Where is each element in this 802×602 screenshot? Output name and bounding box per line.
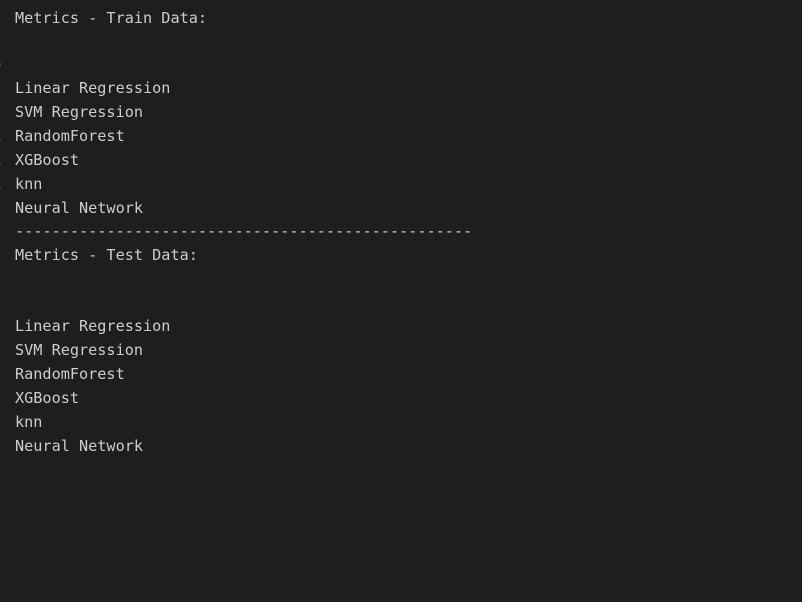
train-row-knn: knn 0.995917 0.048730 2.529607 0.646017 … — [0, 172, 42, 196]
test-row-linear-regression: Linear Regression 0.818068 2.255404 0.07… — [0, 314, 170, 338]
output-panel: { "train": { "title": "Metrics - Train D… — [0, 9, 473, 458]
row-label: RandomForest — [15, 127, 125, 145]
test-row-knn: knn 0.993137 0.085085 1.982435 1.152556 … — [0, 410, 42, 434]
cell-jb-p-value: 1.518686e-01 — [0, 124, 1, 148]
row-label: Neural Network — [15, 437, 144, 455]
test-row-randomforest: RandomForest 0.991747 0.102311 1.834557 … — [0, 362, 125, 386]
header-jb-p-value: JB P-value — [0, 52, 1, 76]
test-row-svm-regression: SVM Regression 0.878717 1.503541 0.11920… — [0, 338, 143, 362]
row-label: knn — [15, 175, 43, 193]
cell-jb-p-value: 8.724494e-12 — [0, 100, 1, 124]
train-row-linear-regression: Linear Regression 0.833674 1.985063 0.05… — [0, 76, 170, 100]
cell-jb-p-value: 7.239679e-01 — [0, 172, 1, 196]
cell-jb-p-value: 2.539075e-03 — [0, 196, 1, 220]
train-row-svm-regression: SVM Regression 0.902665 1.161667 0.10231… — [0, 100, 143, 124]
row-label: knn — [15, 413, 43, 431]
row-label: Linear Regression — [15, 79, 171, 97]
row-label: RandomForest — [15, 365, 125, 383]
row-label: SVM Regression — [15, 341, 144, 359]
row-label: Neural Network — [15, 199, 144, 217]
cell-jb-p-value: 5.924852e-01 — [0, 148, 1, 172]
section-divider: ----------------------------------------… — [15, 222, 473, 240]
row-label: XGBoost — [15, 389, 80, 407]
row-label: Linear Regression — [15, 317, 171, 335]
test-metrics-title: Metrics - Test Data: — [15, 246, 198, 264]
test-header-row: R-squared MSE Durbin-Watson Jarque-Bera … — [0, 290, 18, 314]
train-row-xgboost: XGBoost 0.997146 0.034058 2.372918 1.046… — [0, 148, 79, 172]
train-metrics-title: Metrics - Train Data: — [15, 9, 208, 27]
test-row-neural-network: Neural Network 0.953735 0.573550 0.30055… — [0, 434, 143, 458]
train-header-row: R-squared MSE Durbin-Watson Jarque-Bera … — [0, 52, 18, 76]
row-label: SVM Regression — [15, 103, 144, 121]
test-row-xgboost: XGBoost 0.992842 0.088738 1.851431 1.003… — [0, 386, 79, 410]
row-label: XGBoost — [15, 151, 80, 169]
train-row-randomforest: RandomForest 0.999000 0.011934 2.931659 … — [0, 124, 125, 148]
cell-jb-p-value: 6.670987e-12 — [0, 76, 1, 100]
train-row-neural-network: Neural Network 0.958580 0.494339 0.23781… — [0, 196, 143, 220]
